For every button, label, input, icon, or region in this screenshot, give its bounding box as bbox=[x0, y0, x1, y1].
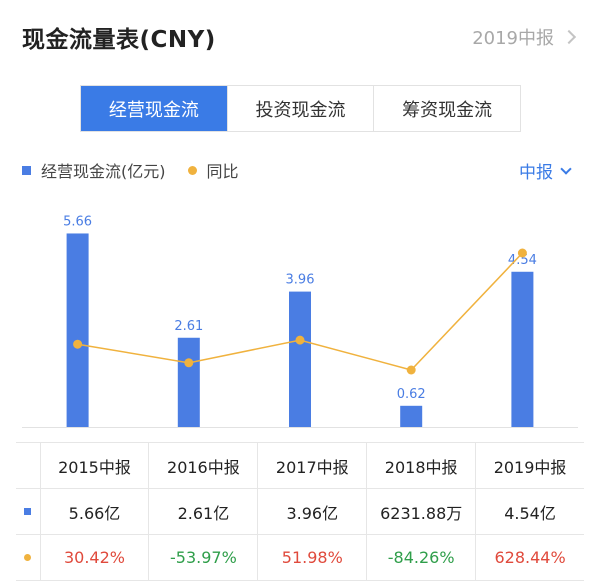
table-amount-cell: 3.96亿 bbox=[257, 489, 366, 534]
table-amount-cell: 5.66亿 bbox=[39, 489, 149, 534]
legend-line-swatch bbox=[187, 165, 197, 175]
bar bbox=[400, 405, 423, 427]
chevron-down-icon bbox=[560, 162, 572, 175]
bar-data-label: 3.96 bbox=[286, 273, 315, 288]
legend-bar-swatch bbox=[22, 165, 31, 175]
table-row-growth: 30.42% -53.97% 51.98% -84.26% 628.44% bbox=[16, 535, 584, 581]
table-row-amount: 5.66亿 2.61亿 3.96亿 6231.88万 4.54亿 bbox=[16, 489, 584, 535]
table-growth-cell: -53.97% bbox=[148, 535, 257, 580]
chart-legend: 经营现金流(亿元) 同比 bbox=[22, 158, 239, 182]
data-table: 2015中报 2016中报 2017中报 2018中报 2019中报 5.66亿… bbox=[16, 442, 584, 581]
bar-square-icon bbox=[24, 508, 32, 515]
table-amount-cell: 2.61亿 bbox=[148, 489, 257, 534]
cashflow-chart: 5.66 2.61 3.96 0.62 4.54 bbox=[22, 214, 578, 428]
growth-point bbox=[406, 365, 416, 375]
bar-data-label: 0.62 bbox=[397, 387, 426, 402]
table-amount-cell: 6231.88万 bbox=[366, 489, 475, 534]
table-amount-cell: 4.54亿 bbox=[475, 489, 584, 534]
table-growth-cell: 30.42% bbox=[39, 535, 149, 580]
bar-data-label: 2.61 bbox=[174, 319, 203, 334]
table-header-cell: 2015中报 bbox=[39, 443, 149, 488]
tab-financing-cashflow[interactable]: 筹资现金流 bbox=[374, 86, 521, 131]
bar bbox=[66, 233, 89, 427]
chevron-right-icon bbox=[561, 29, 577, 45]
table-header-cell: 2018中报 bbox=[366, 443, 475, 488]
growth-point bbox=[184, 358, 194, 368]
bar bbox=[177, 337, 200, 427]
legend-bar-label: 经营现金流(亿元) bbox=[41, 162, 166, 181]
period-select[interactable]: 中报 bbox=[519, 158, 572, 183]
page-title: 现金流量表(CNY) bbox=[22, 27, 216, 53]
table-growth-cell: 628.44% bbox=[475, 535, 584, 580]
period-link[interactable]: 2019中报 bbox=[472, 24, 577, 50]
period-link-label: 2019中报 bbox=[472, 28, 554, 49]
tab-investing-cashflow[interactable]: 投资现金流 bbox=[227, 86, 375, 131]
table-line-marker bbox=[16, 535, 40, 580]
bar-data-label: 5.66 bbox=[63, 214, 92, 229]
line-dot-icon bbox=[24, 554, 32, 561]
table-header-cell: 2016中报 bbox=[148, 443, 257, 488]
bar bbox=[511, 271, 534, 427]
tab-bar: 经营现金流 投资现金流 筹资现金流 bbox=[80, 85, 521, 132]
table-bar-marker bbox=[16, 489, 40, 534]
bar-data-label: 4.54 bbox=[508, 253, 537, 268]
table-corner bbox=[16, 443, 40, 488]
tab-operating-cashflow[interactable]: 经营现金流 bbox=[81, 86, 228, 131]
table-header-cell: 2017中报 bbox=[257, 443, 366, 488]
legend-line-label: 同比 bbox=[206, 162, 239, 181]
header: 现金流量表(CNY) 2019中报 bbox=[0, 0, 600, 70]
table-header-row: 2015中报 2016中报 2017中报 2018中报 2019中报 bbox=[16, 443, 584, 489]
growth-point bbox=[517, 248, 527, 258]
table-header-cell: 2019中报 bbox=[475, 443, 584, 488]
period-select-value: 中报 bbox=[519, 163, 553, 183]
table-growth-cell: 51.98% bbox=[257, 535, 366, 580]
table-growth-cell: -84.26% bbox=[366, 535, 475, 580]
bar bbox=[289, 291, 311, 427]
growth-point bbox=[73, 339, 83, 349]
growth-point bbox=[295, 335, 305, 345]
